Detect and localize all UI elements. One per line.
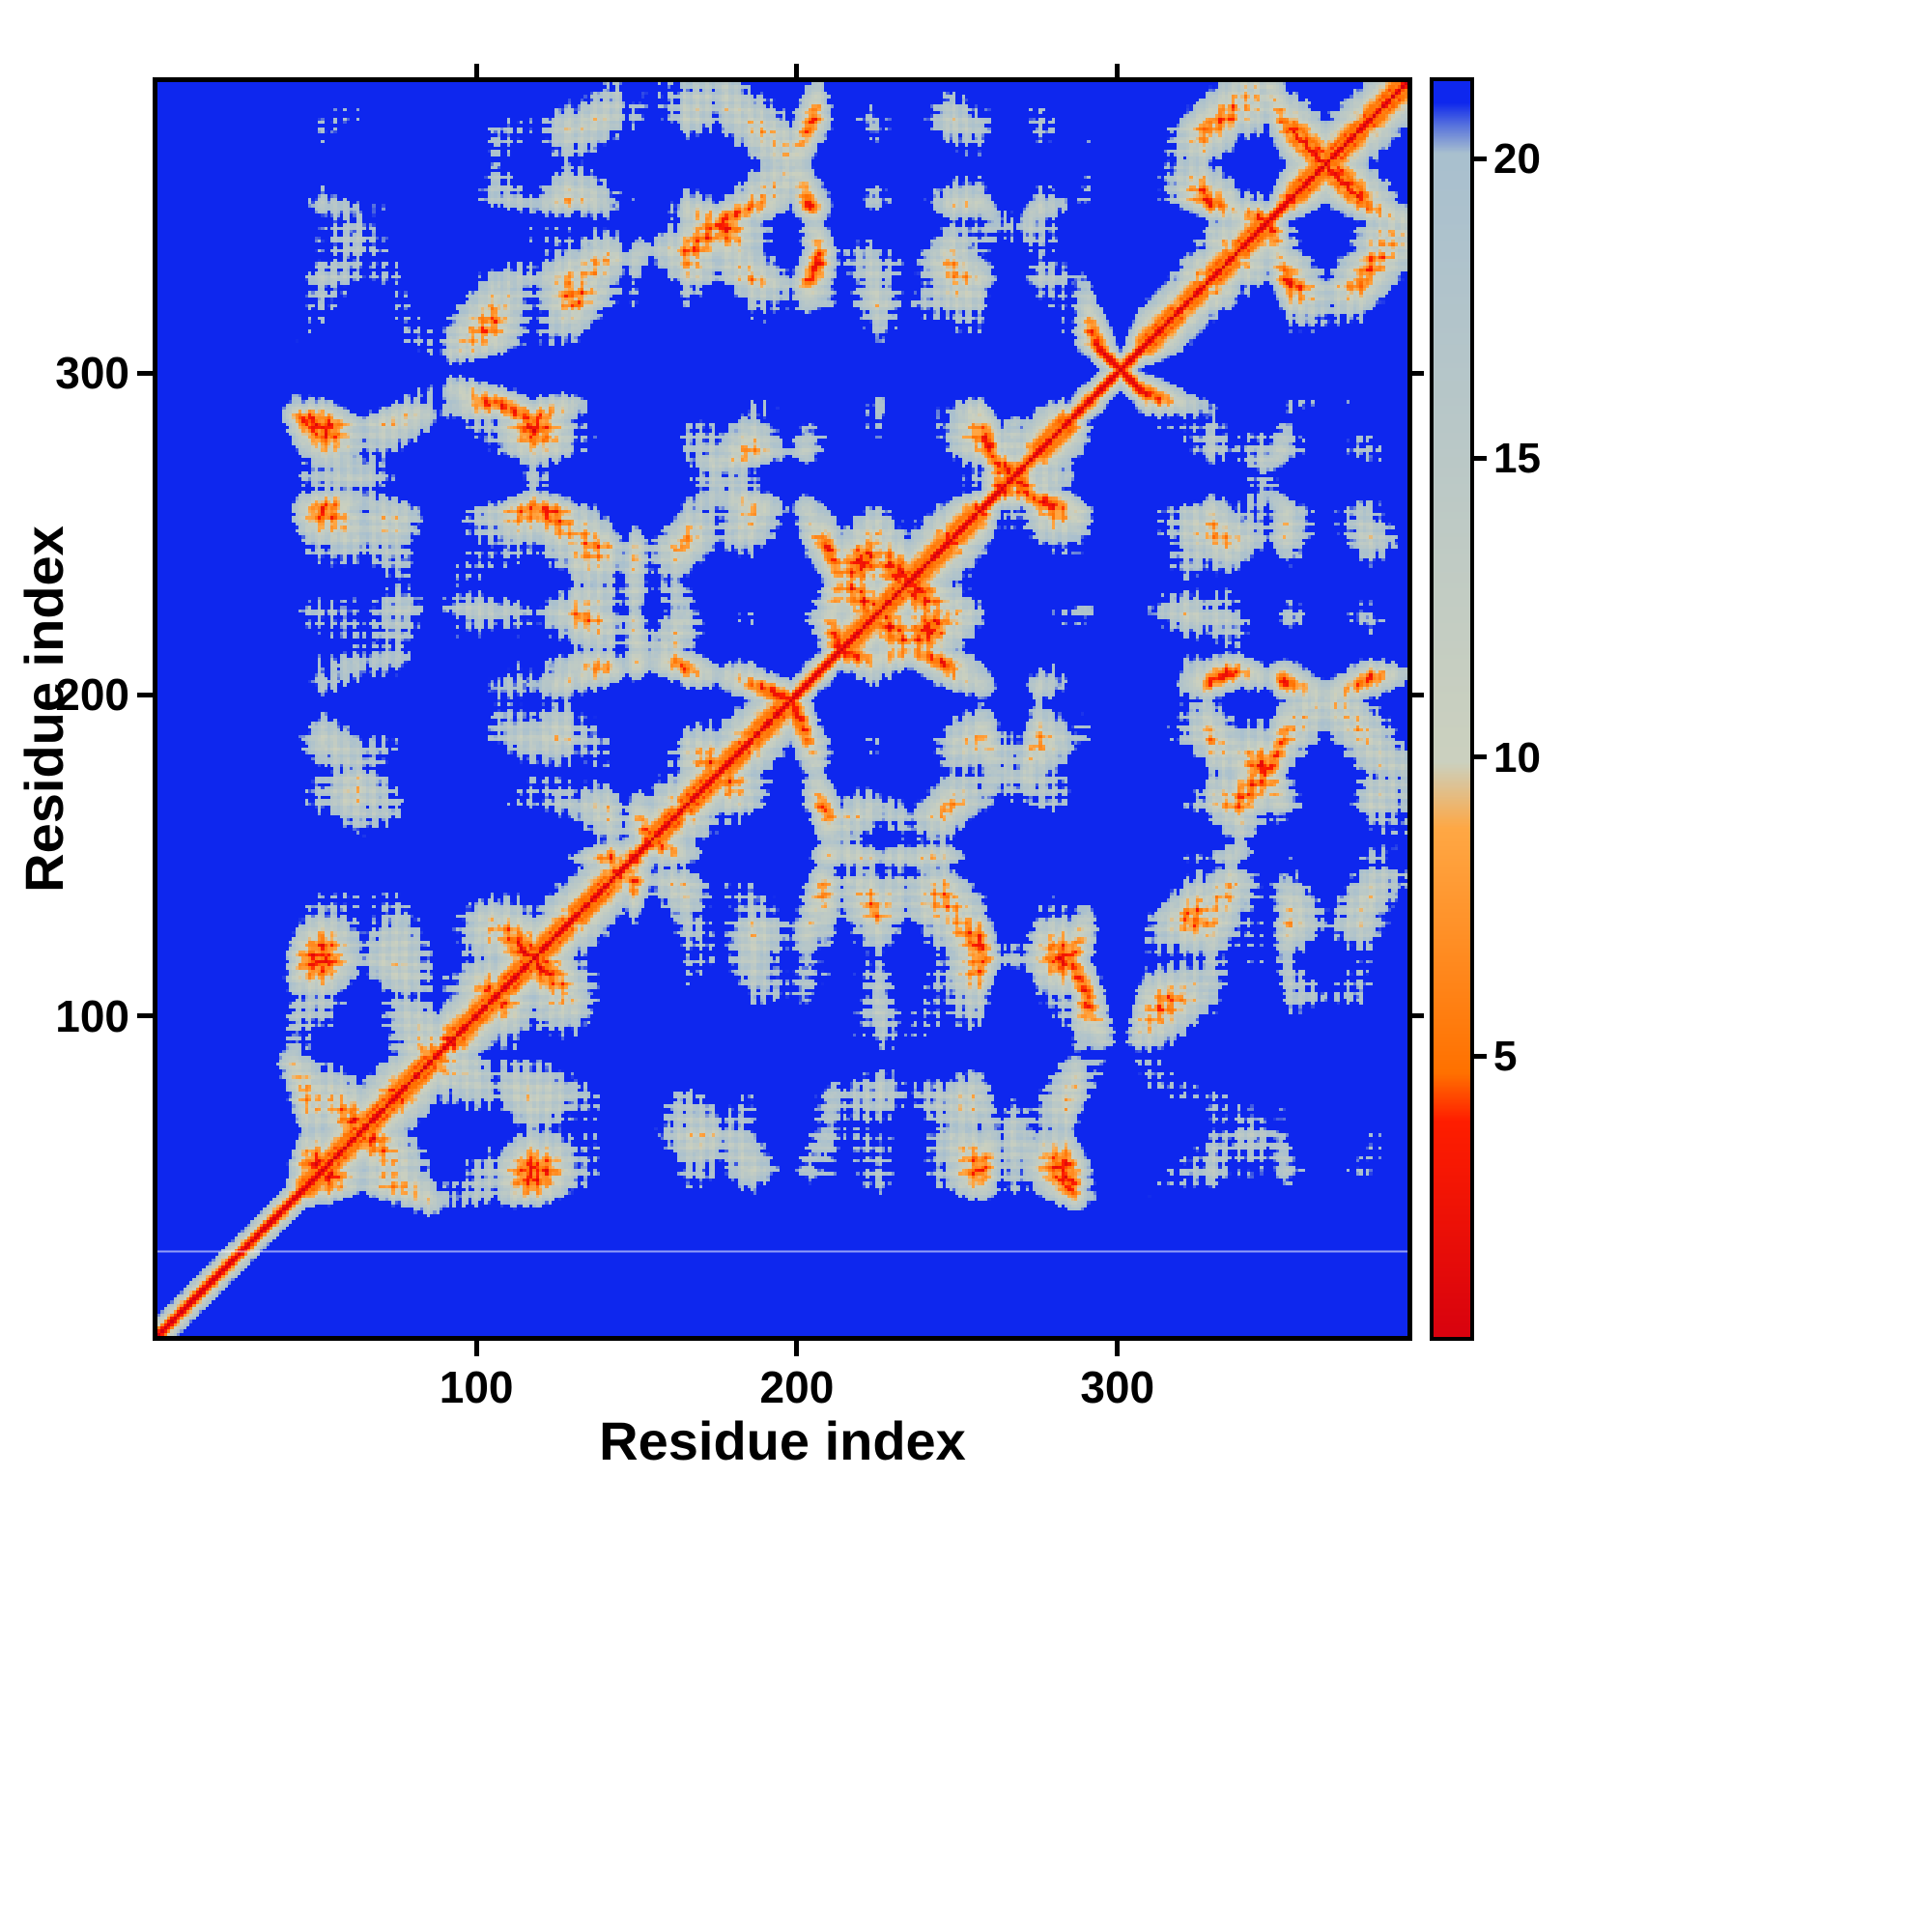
- heatmap-plot-area: [153, 77, 1412, 1341]
- colorbar-tick-mark: [1474, 156, 1487, 161]
- x-tick-mark: [794, 1341, 800, 1356]
- y-right-tick-mark: [1412, 370, 1424, 376]
- x-tick-label: 300: [1080, 1362, 1155, 1412]
- colorbar-canvas: [1434, 81, 1470, 1337]
- y-tick-mark: [137, 1013, 153, 1019]
- y-right-tick-mark: [1412, 692, 1424, 697]
- colorbar-tick-mark: [1474, 1053, 1487, 1059]
- x-top-tick-mark: [1115, 64, 1121, 77]
- x-tick-label: 100: [439, 1362, 514, 1412]
- x-tick-label: 200: [759, 1362, 835, 1412]
- colorbar-tick-mark: [1474, 455, 1487, 461]
- colorbar-tick-label: 5: [1493, 1033, 1518, 1081]
- y-tick-label: 200: [55, 669, 129, 721]
- colorbar-tick-mark: [1474, 754, 1487, 760]
- x-tick-mark: [473, 1341, 479, 1356]
- x-top-tick-mark: [794, 64, 800, 77]
- y-right-tick-mark: [1412, 1013, 1424, 1019]
- x-top-tick-mark: [473, 64, 479, 77]
- heatmap-canvas: [157, 82, 1407, 1336]
- colorbar-tick-label: 20: [1493, 135, 1541, 184]
- y-tick-label: 100: [55, 990, 129, 1041]
- colorbar: [1430, 77, 1474, 1341]
- y-tick-mark: [137, 692, 153, 697]
- y-tick-label: 300: [55, 348, 129, 399]
- colorbar-tick-label: 10: [1493, 733, 1541, 781]
- y-tick-mark: [137, 370, 153, 376]
- x-axis-label: Residue index: [599, 1410, 966, 1471]
- x-tick-mark: [1115, 1341, 1121, 1356]
- colorbar-tick-label: 15: [1493, 435, 1541, 482]
